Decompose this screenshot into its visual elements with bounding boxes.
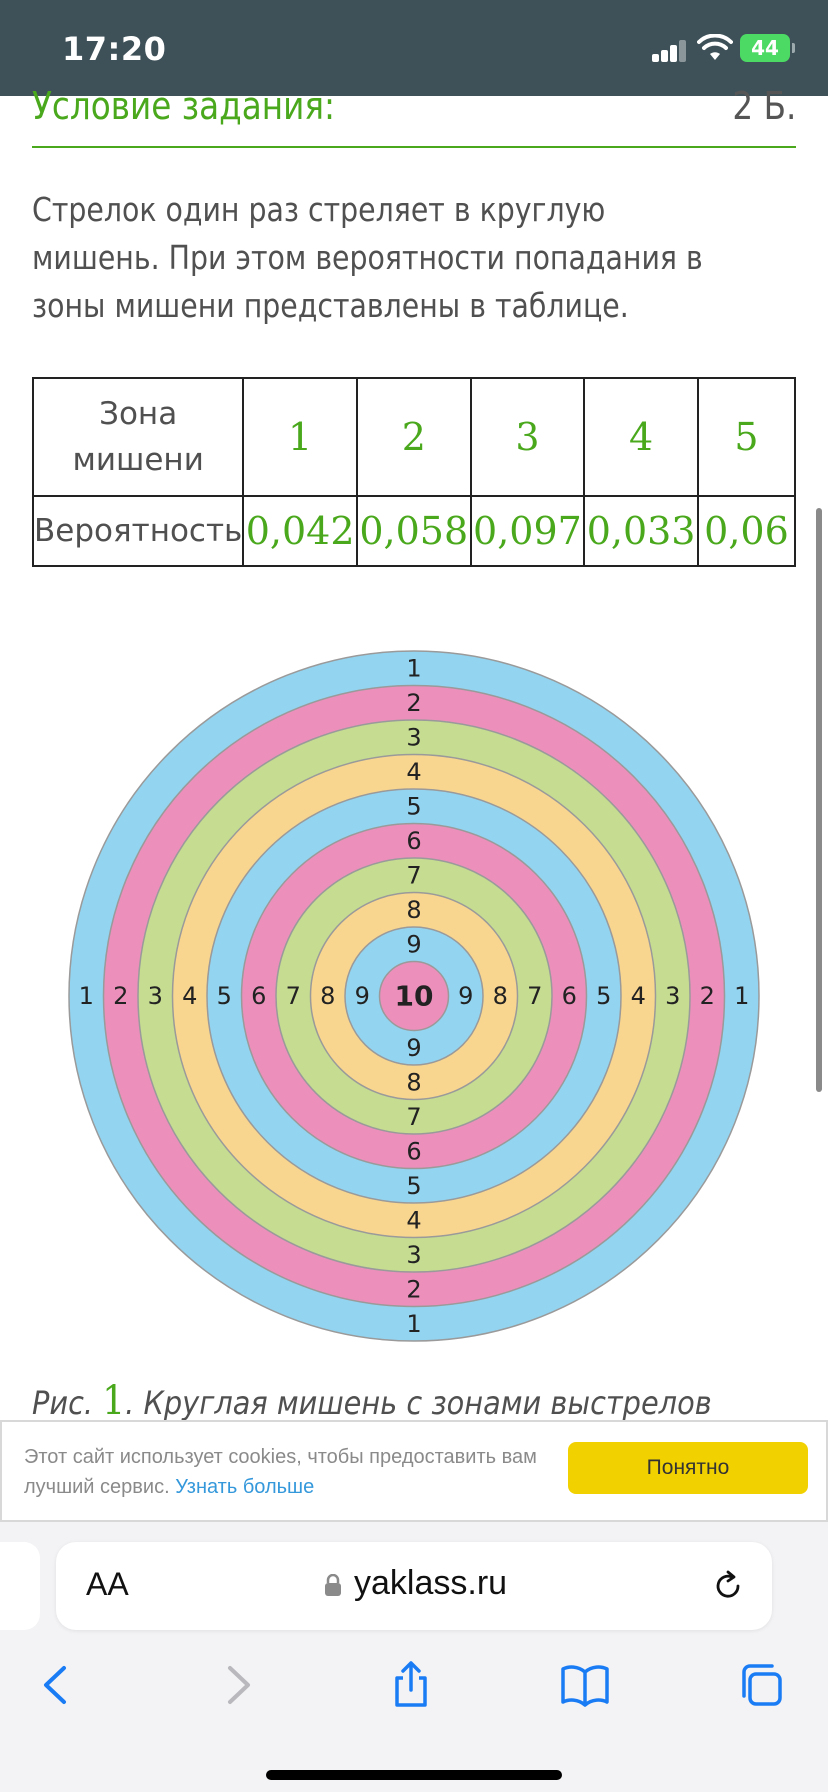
ring-label: 9	[406, 1034, 421, 1062]
task-points: 2 Б.	[732, 84, 796, 128]
ring-label: 5	[406, 792, 421, 820]
address-bar[interactable]: AA yaklass.ru	[56, 1542, 772, 1630]
zone-cell: 5	[696, 377, 796, 497]
target-bullseye	[378, 960, 450, 1032]
caption-number: 1	[102, 1378, 126, 1424]
ring-label: 7	[527, 982, 542, 1010]
caption-prefix: Рис.	[32, 1384, 94, 1422]
cookie-learn-more-link[interactable]: Узнать больше	[175, 1476, 315, 1498]
ring-label: 6	[562, 982, 577, 1010]
home-indicator	[266, 1770, 562, 1780]
ring-label: 3	[406, 1241, 421, 1269]
zone-cell: 2	[355, 377, 472, 497]
zone-cell: 3	[469, 377, 586, 497]
probability-cell: 0,058	[355, 495, 472, 567]
ring-label: 8	[406, 1068, 421, 1096]
probability-cell: 0,033	[583, 495, 699, 567]
task-text: Стрелок один раз стреляет в круглую мише…	[32, 190, 703, 325]
ring-label: 1	[406, 1310, 421, 1338]
wifi-icon	[697, 34, 733, 60]
cookie-accept-button[interactable]: Понятно	[568, 1442, 808, 1494]
url-text: yaklass.ru	[354, 1564, 508, 1602]
reader-settings-button[interactable]: AA	[86, 1566, 129, 1603]
lock-icon	[325, 1574, 341, 1596]
task-title: Условие задания:	[32, 84, 336, 128]
ring-label: 6	[406, 1137, 421, 1165]
ring-label: 8	[493, 982, 508, 1010]
probability-table-container[interactable]: Зона мишени 1 2 3 4 5 Вероятность 0,042 …	[32, 377, 796, 567]
ring-label: 9	[355, 982, 370, 1010]
ring-label: 7	[406, 1103, 421, 1131]
ring-label: 5	[596, 982, 611, 1010]
ring-label: 3	[406, 723, 421, 751]
task-header: Условие задания: 2 Б.	[32, 84, 796, 148]
share-icon[interactable]	[386, 1660, 436, 1710]
zone-cell: 4	[583, 377, 699, 497]
cookie-banner: Этот сайт использует cookies, чтобы пред…	[0, 1420, 828, 1522]
ring-label: 8	[320, 982, 335, 1010]
scrollbar[interactable]	[816, 508, 822, 1092]
ring-label: 7	[406, 861, 421, 889]
previous-tab-preview[interactable]	[0, 1542, 40, 1630]
ring-label: 4	[406, 1206, 421, 1234]
status-bar: 17:20 44	[0, 0, 828, 96]
table-header-label: Зона мишени	[32, 377, 245, 497]
battery-level: 44	[751, 36, 779, 60]
ring-label: 5	[217, 982, 232, 1010]
cookie-text: Этот сайт использует cookies, чтобы пред…	[24, 1446, 537, 1498]
caption-text: . Круглая мишень с зонами выстрелов	[125, 1384, 712, 1422]
ring-label: 4	[631, 982, 646, 1010]
probability-cell: 0,06	[696, 495, 796, 567]
ring-label: 7	[286, 982, 301, 1010]
reload-icon[interactable]	[710, 1568, 746, 1604]
ring-label: 3	[665, 982, 680, 1010]
table-row: Вероятность 0,042 0,058 0,097 0,033 0,06	[32, 495, 796, 567]
ring-label: 3	[148, 982, 163, 1010]
browser-toolbar: AA yaklass.ru	[0, 1522, 828, 1792]
probability-cell: 0,097	[469, 495, 586, 567]
ring-label: 6	[406, 827, 421, 855]
ring-label: 2	[406, 689, 421, 717]
ring-label: 2	[113, 982, 128, 1010]
cookie-text-block: Этот сайт использует cookies, чтобы пред…	[24, 1442, 564, 1502]
ring-label: 9	[406, 930, 421, 958]
probability-cell: 0,042	[242, 495, 358, 567]
zone-cell: 1	[242, 377, 358, 497]
battery-icon: 44	[740, 34, 795, 62]
ring-label: 4	[406, 758, 421, 786]
aa-label: AA	[86, 1566, 129, 1602]
ring-label: 4	[182, 982, 197, 1010]
tabs-icon[interactable]	[736, 1660, 786, 1710]
bookmarks-icon[interactable]	[560, 1660, 610, 1710]
browser-nav-row	[0, 1652, 828, 1722]
back-icon[interactable]	[32, 1660, 82, 1710]
ring-label: 1	[734, 982, 749, 1010]
probability-table: Зона мишени 1 2 3 4 5 Вероятность 0,042 …	[32, 377, 796, 567]
table-row-label: Вероятность	[32, 495, 245, 567]
status-time: 17:20	[62, 30, 167, 68]
ring-label: 2	[406, 1275, 421, 1303]
ring-label: 8	[406, 896, 421, 924]
ring-label: 9	[458, 982, 473, 1010]
table-row: Зона мишени 1 2 3 4 5	[32, 377, 796, 497]
ring-label: 2	[700, 982, 715, 1010]
cellular-signal-icon	[652, 40, 688, 62]
ring-label: 5	[406, 1172, 421, 1200]
bullseye-label: 10	[395, 980, 434, 1013]
ring-label: 6	[251, 982, 266, 1010]
ring-label: 1	[79, 982, 94, 1010]
forward-icon[interactable]	[212, 1660, 262, 1710]
figure-caption: Рис. 1. Круглая мишень с зонами выстрело…	[32, 1378, 712, 1424]
ring-label: 1	[406, 654, 421, 682]
